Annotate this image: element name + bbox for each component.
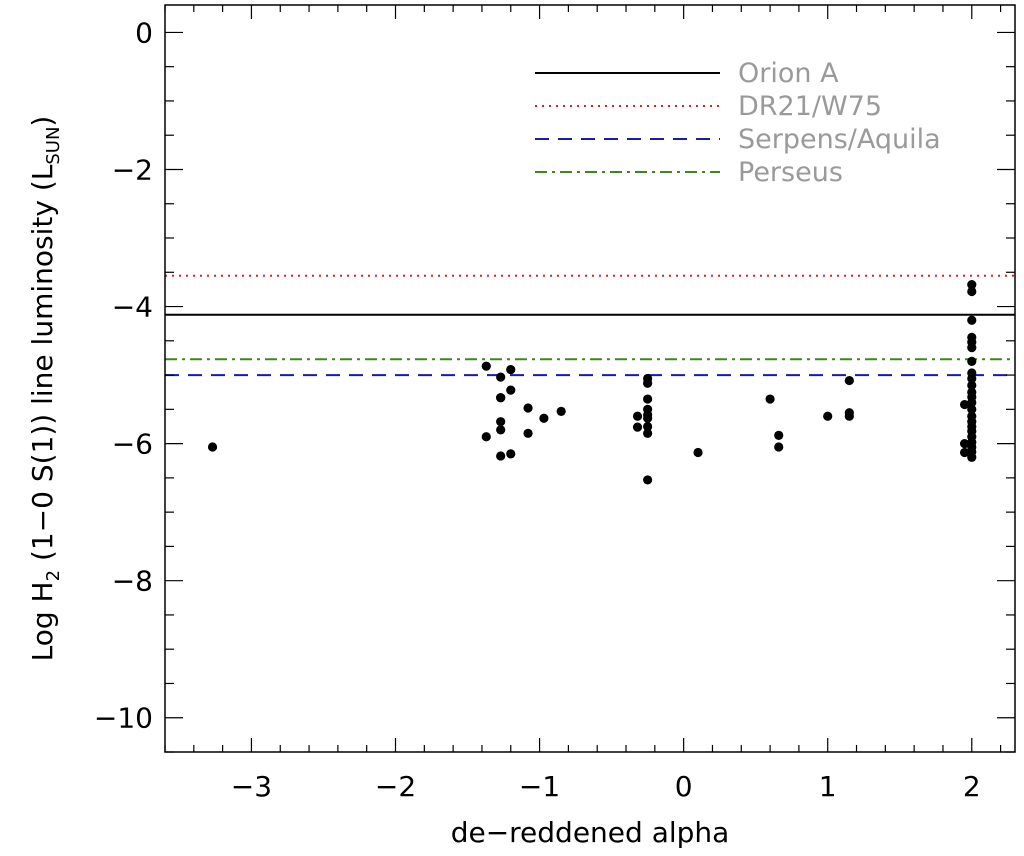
data-point xyxy=(643,394,653,404)
data-point xyxy=(967,373,977,384)
y-tick-label: −10 xyxy=(94,702,153,735)
data-point xyxy=(523,403,533,413)
x-tick-label: 0 xyxy=(675,770,693,803)
y-tick-label: −4 xyxy=(112,291,153,324)
y-tick-label: −8 xyxy=(112,565,153,598)
data-point xyxy=(967,380,977,390)
data-point xyxy=(506,449,516,459)
data-point xyxy=(643,421,653,432)
data-point xyxy=(481,432,491,442)
data-point xyxy=(496,425,506,435)
tick-labels: −3 −2 −1 0 1 20−2−4−6−8−10 xyxy=(94,16,981,803)
data-point xyxy=(523,428,533,438)
data-point xyxy=(496,372,506,382)
x-tick-label: 2 xyxy=(963,770,981,803)
data-point xyxy=(967,286,977,297)
data-point xyxy=(643,428,653,438)
y-title-suffix: ) xyxy=(26,116,59,127)
data-point xyxy=(643,475,653,485)
reference-lines xyxy=(165,274,1015,377)
x-tick-label: −2 xyxy=(375,770,416,803)
legend-label-0: Orion A xyxy=(738,58,839,89)
data-point xyxy=(959,399,970,410)
y-title-h2-subscript: 2 xyxy=(43,570,64,581)
data-point xyxy=(774,430,784,440)
data-point xyxy=(774,442,784,452)
data-point xyxy=(556,406,566,416)
y-title-sun-subscript: SUN xyxy=(43,127,64,165)
data-point xyxy=(823,411,833,421)
data-point xyxy=(967,315,977,325)
data-point xyxy=(496,417,506,427)
data-point xyxy=(967,452,977,462)
axis-ticks xyxy=(164,5,1015,753)
data-point xyxy=(959,439,970,449)
plot-frame xyxy=(164,4,1016,753)
data-point xyxy=(632,422,643,432)
y-title-middle: (1−0 S(1)) line luminosity (L xyxy=(26,164,59,570)
y-axis-title: Log H2 (1−0 S(1)) line luminosity (LSUN) xyxy=(26,116,64,662)
data-point xyxy=(632,411,643,421)
x-tick-label: −3 xyxy=(231,770,272,803)
x-tick-label: 1 xyxy=(819,770,837,803)
data-point xyxy=(693,447,703,458)
legend-label-2: Serpens/Aquila xyxy=(738,124,941,155)
y-tick-label: −6 xyxy=(112,428,153,461)
data-point xyxy=(481,361,491,371)
x-tick-label: −1 xyxy=(519,770,560,803)
data-point xyxy=(496,451,506,461)
y-tick-label: −2 xyxy=(112,153,153,186)
data-point xyxy=(765,394,775,404)
data-point xyxy=(967,397,977,408)
data-point xyxy=(643,413,653,423)
y-tick-label: 0 xyxy=(135,16,153,49)
data-point xyxy=(967,280,977,290)
legend-label-3: Perseus xyxy=(738,157,843,188)
data-point xyxy=(967,404,977,414)
data-point xyxy=(506,385,516,395)
data-point xyxy=(844,375,854,386)
data-point xyxy=(959,447,970,458)
legend-label-1: DR21/W75 xyxy=(738,91,882,122)
data-point xyxy=(643,378,653,388)
data-point xyxy=(207,442,218,452)
data-points xyxy=(207,280,977,485)
y-title-prefix: Log H xyxy=(26,581,59,661)
data-point xyxy=(539,413,549,423)
x-axis-title: de−reddened alpha xyxy=(451,816,730,849)
data-point xyxy=(967,343,977,353)
data-point xyxy=(506,364,516,375)
data-point xyxy=(496,393,506,403)
data-point xyxy=(967,356,977,366)
data-point xyxy=(844,411,854,421)
